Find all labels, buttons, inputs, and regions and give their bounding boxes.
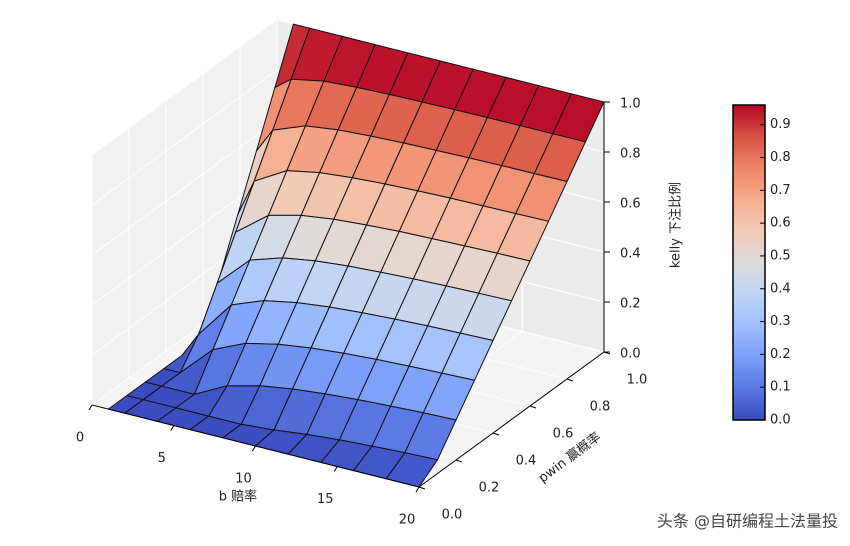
x-tick	[252, 445, 256, 452]
colorbar-tick-label: 0.1	[770, 380, 791, 395]
x-tick	[88, 404, 93, 411]
colorbar-tick-label: 0.5	[770, 248, 791, 263]
y-tick	[418, 486, 426, 490]
y-tick-label: 0.4	[516, 454, 537, 469]
z-tick-label: 0.6	[620, 197, 641, 212]
y-tick-label: 0.0	[442, 508, 463, 523]
y-tick-label: 0.6	[553, 427, 574, 442]
x-tick-label: 0	[76, 431, 84, 446]
y-tick	[455, 459, 463, 463]
z-axis-label: kelly 下注比例	[669, 182, 684, 268]
x-tick	[333, 466, 338, 472]
y-tick-label: 0.8	[590, 400, 611, 415]
x-tick	[170, 425, 175, 431]
z-tick-label: 0.2	[620, 297, 641, 312]
x-axis-label: b 赔率	[219, 489, 257, 505]
colorbar	[732, 104, 766, 421]
surface	[107, 23, 605, 488]
watermark: 头条 @自研编程土法量投	[657, 512, 838, 531]
colorbar-tick-label: 0.2	[770, 347, 791, 362]
z-tick-label: 1.0	[620, 97, 641, 112]
y-tick	[529, 405, 537, 409]
z-tick-label: 0.8	[620, 147, 641, 162]
grid-line	[91, 119, 278, 256]
grid-line	[91, 19, 278, 156]
colorbar-tick-label: 0.3	[770, 314, 791, 329]
z-tick-label: 0.4	[620, 247, 641, 262]
x-tick-label: 15	[317, 492, 334, 507]
axis-line	[418, 351, 605, 488]
colorbar-tick-label: 0.4	[770, 281, 791, 296]
x-tick	[415, 486, 420, 493]
y-tick-label: 1.0	[627, 373, 648, 388]
grid-line	[91, 69, 278, 206]
colorbar-tick-label: 0.7	[770, 183, 791, 198]
y-tick	[566, 378, 574, 382]
colorbar-tick-label: 0.8	[770, 150, 791, 165]
axes: 0 5 10 15 20 0.0 0.2 0.4 0.6 0.8 1.0 0.0 0.2 0.4 0.6 0.…	[76, 97, 647, 528]
y-tick-label: 0.2	[479, 481, 500, 496]
axis-line	[91, 404, 420, 488]
z-tick-label: 0.0	[620, 347, 641, 362]
x-tick-label: 5	[158, 451, 166, 466]
x-tick-label: 10	[235, 472, 252, 487]
colorbar-tick-label: 0.6	[770, 216, 791, 231]
x-tick-label: 20	[399, 513, 416, 528]
y-tick	[492, 432, 500, 436]
colorbar-tick-label: 0.0	[770, 413, 791, 428]
colorbar-tick-label: 0.9	[770, 117, 791, 132]
